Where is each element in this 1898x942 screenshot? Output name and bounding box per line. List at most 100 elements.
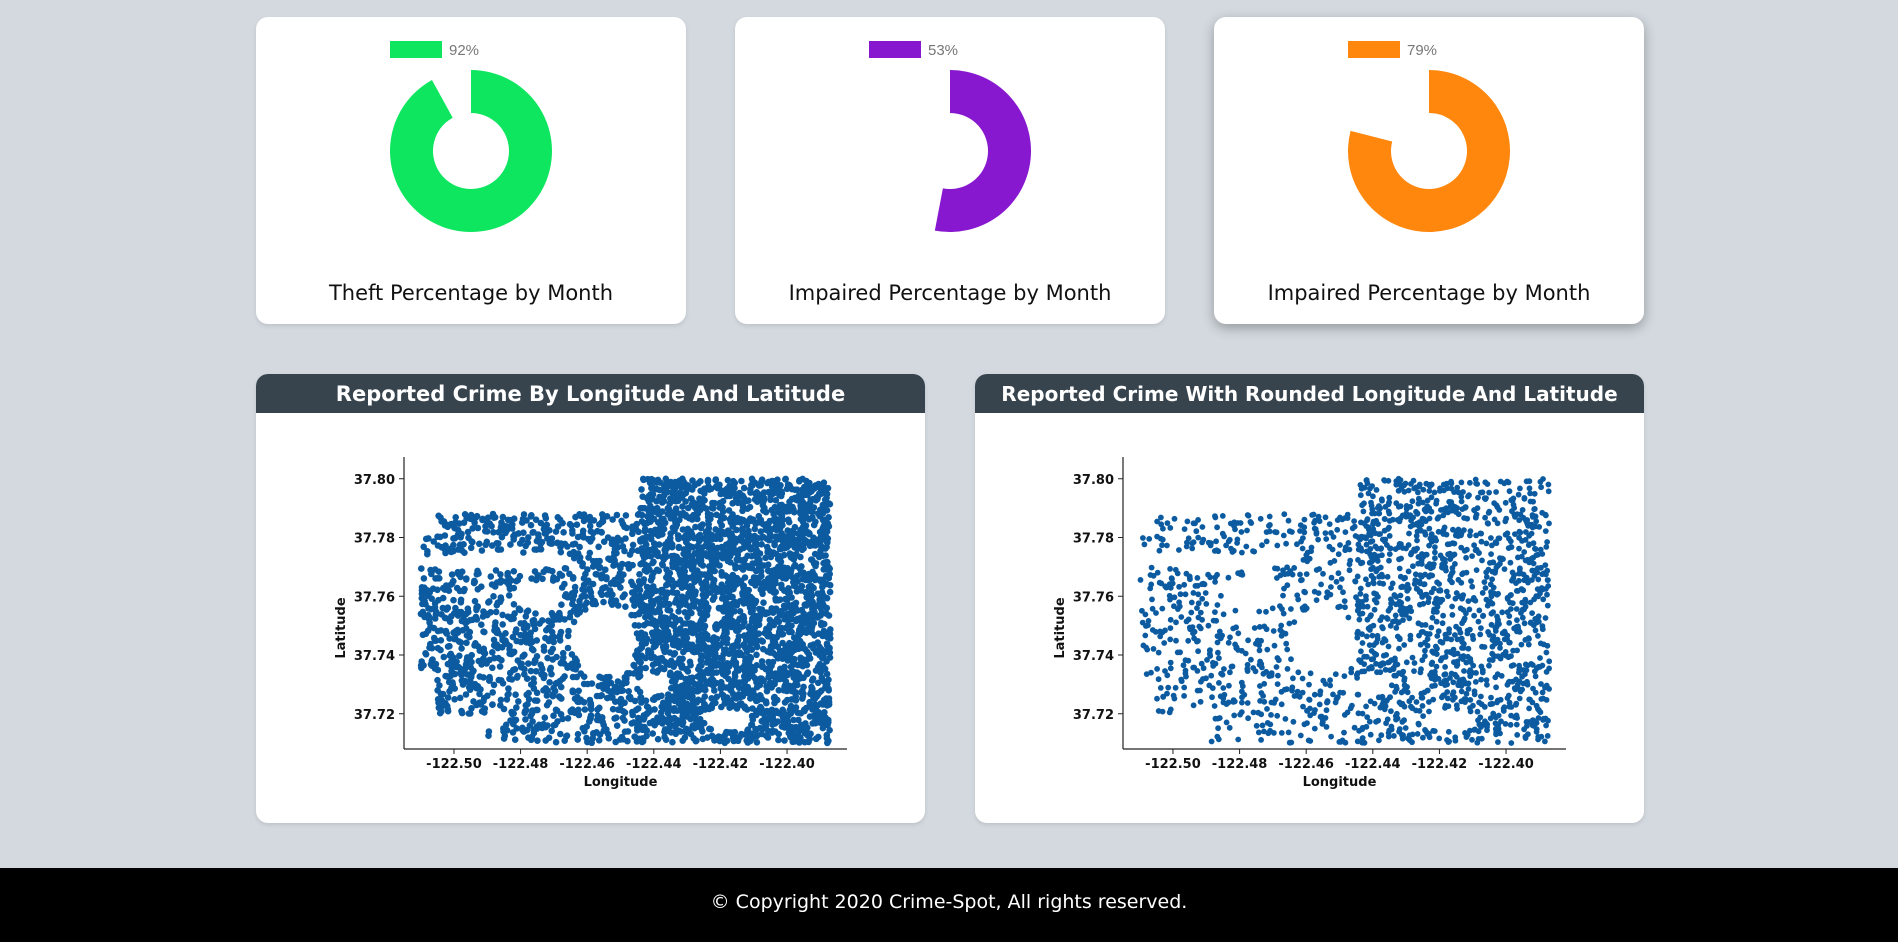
scatter-point (503, 526, 511, 534)
scatter-point (795, 716, 802, 724)
scatter-point (1308, 544, 1315, 551)
scatter-point (1493, 489, 1499, 495)
scatter-point (698, 571, 706, 578)
scatter-point (686, 645, 694, 653)
scatter-point (698, 544, 706, 551)
scatter-point (669, 738, 676, 746)
scatter-point (1545, 488, 1552, 495)
scatter-point (497, 571, 504, 578)
scatter-point (788, 696, 795, 703)
scatter-point (1333, 578, 1340, 585)
scatter-point (728, 533, 735, 541)
scatter-point (1195, 648, 1201, 655)
scatter-point (1290, 718, 1297, 725)
scatter-point (539, 575, 546, 583)
scatter-point (622, 603, 629, 610)
scatter-point (527, 636, 535, 644)
scatter-point (574, 550, 582, 557)
scatter-point (1307, 670, 1314, 677)
scatter-point (1539, 571, 1546, 578)
scatter-point (550, 684, 557, 692)
scatter-point (691, 482, 698, 489)
scatter-point (770, 708, 777, 715)
scatter-point (476, 540, 483, 548)
scatter-point (1452, 734, 1459, 741)
scatter-point (560, 529, 567, 536)
scatter-point (1544, 577, 1551, 583)
scatter-point (666, 671, 674, 679)
scatter-point (687, 620, 695, 627)
scatter-point (576, 543, 583, 551)
scatter-point (1141, 541, 1148, 548)
scatter-point (1348, 669, 1355, 676)
scatter-point (747, 640, 754, 647)
scatter-point (1538, 484, 1544, 491)
donut-title: Impaired Percentage by Month (1267, 281, 1591, 305)
scatter-point (1411, 668, 1417, 674)
scatter-point (592, 570, 600, 578)
scatter-point (629, 530, 636, 538)
scatter-point (705, 521, 712, 528)
scatter-point (740, 484, 748, 492)
scatter-point (1256, 608, 1263, 615)
scatter-point (527, 521, 535, 529)
scatter-point (790, 634, 798, 641)
scatter-point (435, 704, 443, 712)
scatter-point (1328, 574, 1335, 581)
scatter-point (674, 497, 682, 505)
scatter-point (529, 718, 536, 725)
scatter-point (1376, 737, 1382, 744)
scatter-point (463, 639, 470, 647)
scatter-point (702, 592, 710, 600)
scatter-point (1496, 507, 1503, 513)
scatter-point (1359, 640, 1366, 646)
card-header: Reported Crime With Rounded Longitude An… (975, 374, 1644, 413)
scatter-point (593, 557, 600, 565)
scatter-point (1506, 488, 1513, 495)
scatter-point (595, 543, 602, 551)
scatter-point (666, 607, 674, 614)
scatter-point (1318, 581, 1324, 588)
scatter-point (806, 698, 813, 706)
scatter-point (786, 613, 794, 620)
scatter-point (740, 600, 748, 607)
scatter-point (1368, 612, 1374, 618)
scatter-point (682, 538, 690, 546)
scatter-point (533, 706, 540, 714)
scatter-point (814, 614, 821, 621)
scatter-point (580, 534, 587, 541)
scatter-point (1154, 666, 1160, 672)
scatter-point (1295, 669, 1302, 676)
scatter-point (1278, 730, 1285, 736)
scatter-point (1303, 571, 1310, 577)
scatter-point (1442, 664, 1448, 670)
scatter-point (499, 621, 506, 628)
scatter-point (1383, 652, 1390, 658)
scatter-point (788, 551, 796, 558)
scatter-point (1220, 685, 1227, 691)
scatter-point (679, 526, 687, 533)
donut-arc (1348, 70, 1510, 232)
scatter-point (1358, 648, 1364, 655)
scatter-point (625, 565, 633, 572)
scatter-point (1263, 608, 1269, 615)
scatter-plot: -122.50 -122.48 -122.46 -122.44 -122.42 -122.… (1053, 457, 1566, 790)
scatter-point (1185, 637, 1192, 644)
scatter-point (710, 734, 717, 741)
scatter-point (753, 662, 760, 669)
scatter-point (492, 619, 499, 626)
scatter-point (752, 618, 759, 625)
scatter-point (739, 516, 747, 524)
scatter-point (1329, 546, 1336, 553)
x-tick-label: -122.46 (559, 757, 615, 772)
scatter-point (473, 606, 480, 614)
scatter-point (636, 688, 644, 696)
scatter-point (1516, 528, 1523, 535)
scatter-point (458, 530, 465, 538)
scatter-point (602, 584, 609, 591)
scatter-point (540, 647, 548, 654)
scatter-point (691, 724, 698, 732)
scatter-point (491, 514, 499, 521)
scatter-point (811, 550, 819, 558)
scatter-point (706, 725, 713, 733)
